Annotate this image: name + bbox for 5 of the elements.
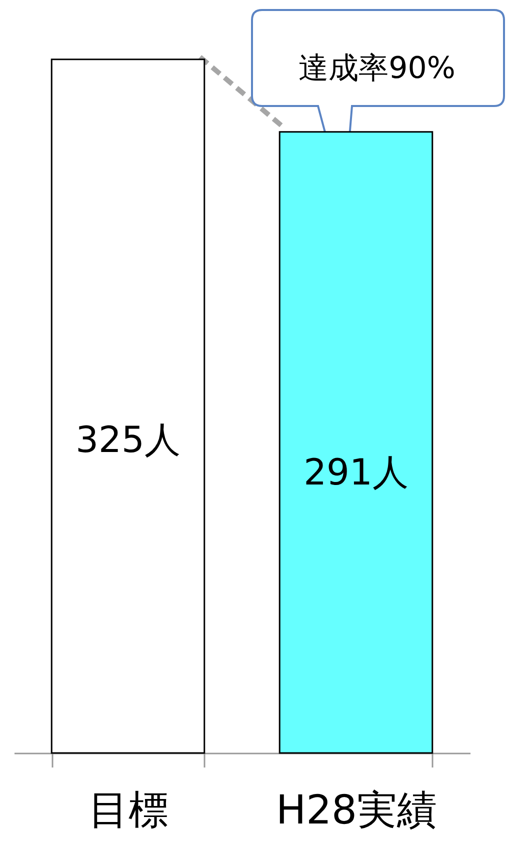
data-label: 291人: [304, 452, 408, 494]
data-label: 325人: [76, 420, 180, 461]
x-tick-label: 目標: [88, 788, 168, 834]
annotation: 達成率90%: [298, 50, 456, 86]
x-tick-label: H28実績: [276, 788, 437, 834]
